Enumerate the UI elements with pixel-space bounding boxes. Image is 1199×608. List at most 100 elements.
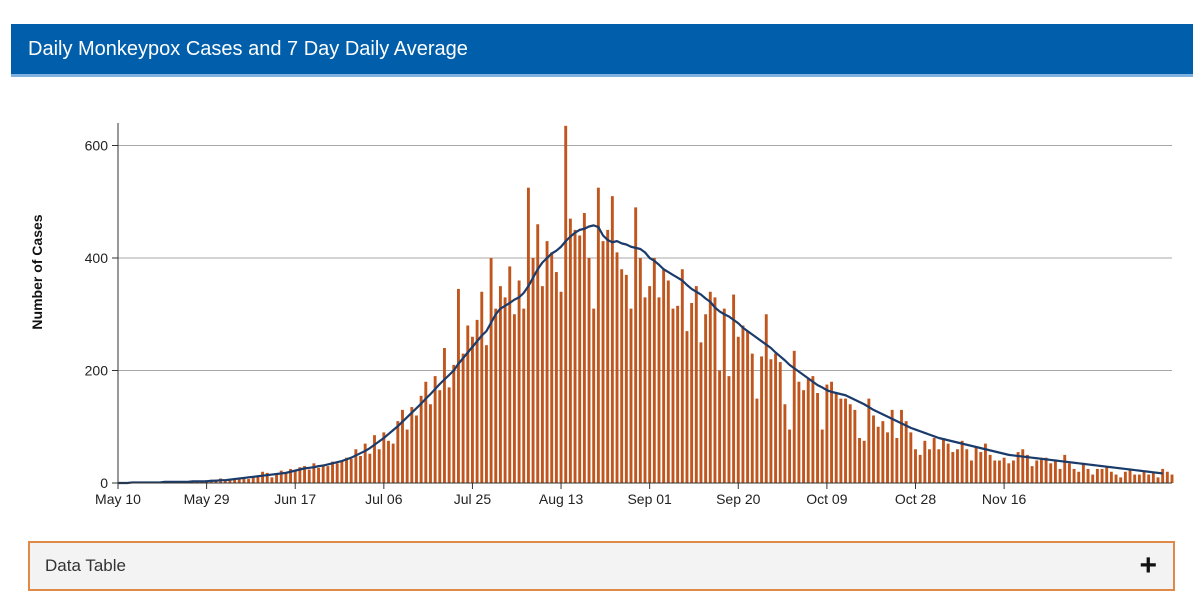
bar-day-79	[484, 345, 488, 483]
bar-day-188	[993, 460, 997, 483]
bar-day-81	[494, 308, 498, 483]
bar-day-129	[718, 370, 722, 483]
bar-day-174	[928, 449, 931, 483]
bar-day-116	[657, 297, 661, 483]
bar-day-109	[624, 274, 628, 483]
y-tick-label-0: 0	[100, 475, 108, 491]
bar-day-23	[223, 479, 227, 483]
bar-day-75	[466, 325, 470, 483]
bar-day-216	[1123, 471, 1127, 483]
data-table-label: Data Table	[45, 556, 126, 575]
bar-day-166	[890, 409, 894, 483]
chart-header-bar: Daily Monkeypox Cases and 7 Day Daily Av…	[11, 24, 1193, 77]
bar-day-111	[634, 207, 638, 483]
bar-day-214	[1114, 474, 1118, 483]
bar-day-224	[1161, 468, 1165, 483]
x-tick-label-4: Jul 25	[454, 491, 492, 507]
bar-day-125	[699, 342, 703, 483]
bar-day-126	[704, 314, 708, 483]
bar-day-52	[359, 456, 362, 483]
bar-day-223	[1156, 477, 1160, 483]
bar-day-195	[1025, 454, 1029, 483]
bar-day-45	[326, 466, 330, 483]
bar-day-145	[792, 350, 796, 483]
bar-day-61	[401, 409, 404, 483]
bar-day-165	[886, 432, 889, 483]
bar-day-39	[298, 467, 302, 483]
bar-day-160	[862, 440, 866, 483]
bar-day-170	[909, 432, 913, 483]
bar-day-34	[275, 474, 279, 483]
bar-day-148	[806, 378, 810, 483]
bar-day-91	[540, 286, 544, 483]
bar-day-53	[363, 443, 367, 483]
bar-day-209	[1091, 474, 1095, 483]
chart-title: Daily Monkeypox Cases and 7 Day Daily Av…	[28, 38, 468, 60]
bar-day-137	[755, 398, 759, 483]
bar-day-182	[965, 449, 969, 483]
bar-day-30	[256, 476, 260, 483]
y-tick-label-1: 200	[85, 363, 109, 379]
bar-day-127	[708, 291, 712, 483]
bar-day-189	[997, 460, 1001, 483]
bar-day-225	[1165, 471, 1169, 483]
bar-day-207	[1081, 463, 1085, 483]
bar-day-110	[629, 308, 633, 483]
bar-day-130	[722, 308, 726, 483]
bar-day-112	[638, 258, 642, 483]
cases-chart: 0 200 400 600 May 10 May 29 Jun 17 Jul 06 Jul 25…	[29, 123, 1174, 507]
bar-day-193	[1016, 452, 1020, 483]
bar-day-120	[676, 305, 680, 483]
bar-day-163	[876, 426, 880, 483]
bar-day-100	[582, 213, 586, 483]
data-table-toggle[interactable]: Data Table +	[28, 541, 1175, 591]
bar-day-213	[1109, 471, 1113, 483]
bar-day-58	[387, 440, 390, 483]
bar-day-179	[951, 452, 955, 483]
bar-day-84	[508, 266, 512, 483]
bar-day-63	[410, 407, 414, 483]
bar-day-181	[960, 440, 964, 483]
bar-day-72	[452, 364, 456, 483]
bar-day-161	[867, 398, 871, 483]
bar-day-76	[470, 336, 474, 483]
bar-day-184	[974, 446, 978, 483]
bar-day-47	[335, 463, 339, 483]
bar-day-26	[237, 477, 241, 483]
bar-day-56	[377, 449, 381, 483]
bar-day-218	[1133, 474, 1137, 483]
bar-day-186	[984, 443, 987, 483]
y-tick-label-2: 400	[85, 250, 109, 266]
bar-day-199	[1044, 457, 1048, 483]
bar-day-146	[797, 381, 801, 483]
seven-day-average-line-group	[118, 224, 1163, 485]
x-tick-label-7: Sep 20	[716, 491, 761, 507]
bar-day-221	[1147, 474, 1151, 483]
bar-day-108	[620, 269, 624, 483]
bar-day-144	[788, 429, 792, 483]
bar-day-85	[512, 314, 516, 483]
bar-day-92	[545, 241, 549, 483]
bar-day-194	[1021, 449, 1025, 483]
bar-day-69	[438, 390, 442, 483]
bar-day-68	[433, 376, 437, 483]
bar-day-206	[1077, 471, 1081, 483]
seven-day-average-line	[118, 224, 1163, 485]
bar-day-78	[480, 291, 484, 483]
x-tick-label-6: Sep 01	[627, 491, 672, 507]
bar-day-67	[429, 404, 432, 483]
bar-day-132	[732, 294, 736, 483]
bar-day-36	[284, 473, 288, 483]
bar-day-138	[760, 356, 764, 483]
bar-day-83	[503, 297, 507, 483]
bar-day-35	[279, 470, 283, 483]
plus-icon[interactable]: +	[1139, 549, 1157, 582]
y-axis-label: Number of Cases	[29, 214, 45, 329]
bar-day-183	[970, 460, 973, 483]
bar-day-128	[713, 297, 717, 483]
bar-day-153	[830, 381, 833, 483]
bar-day-105	[606, 229, 610, 483]
bar-day-32	[265, 472, 269, 483]
bar-day-162	[872, 415, 875, 483]
bar-day-95	[559, 291, 563, 483]
